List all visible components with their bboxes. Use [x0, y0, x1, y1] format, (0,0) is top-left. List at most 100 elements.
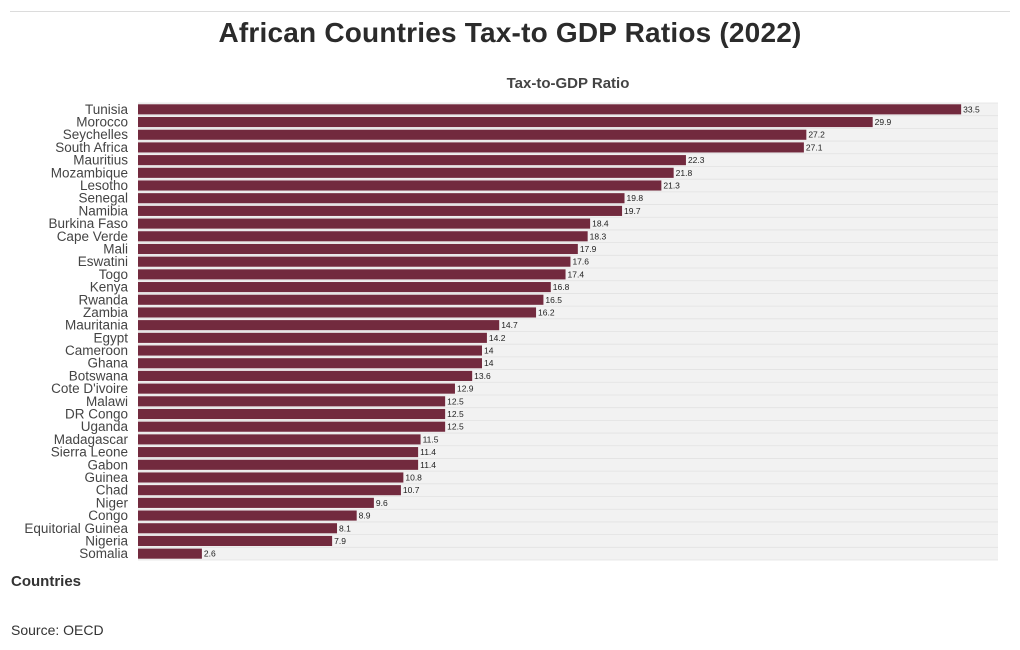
- data-label: 14.2: [489, 333, 506, 343]
- top-divider: [10, 11, 1010, 12]
- data-label: 27.2: [808, 130, 825, 140]
- category-tick-label: Congo: [88, 508, 128, 523]
- bar: [138, 269, 566, 280]
- category-tick-label: Cape Verde: [57, 229, 128, 244]
- bar: [138, 383, 455, 394]
- category-tick-label: Morocco: [76, 115, 128, 130]
- bar: [138, 447, 419, 458]
- bar: [138, 193, 625, 204]
- data-label: 14: [484, 358, 494, 368]
- category-tick-label: Togo: [99, 267, 128, 282]
- category-tick-label: Uganda: [81, 419, 129, 434]
- data-label: 10.8: [405, 472, 422, 482]
- category-tick-label: Equitorial Guinea: [24, 521, 128, 536]
- data-label: 22.3: [688, 155, 705, 165]
- bar: [138, 205, 623, 216]
- data-label: 19.8: [627, 193, 644, 203]
- category-tick-label: Kenya: [90, 280, 129, 295]
- data-label: 10.7: [403, 485, 420, 495]
- bar: [138, 129, 807, 140]
- data-label: 16.2: [538, 307, 555, 317]
- data-label: 12.9: [457, 384, 474, 394]
- category-tick-label: Mali: [103, 241, 128, 256]
- data-label: 17.4: [568, 269, 585, 279]
- category-tick-label: Malawi: [86, 394, 128, 409]
- category-tick-label: Namibia: [78, 203, 128, 218]
- category-tick-label: Niger: [96, 495, 129, 510]
- bar: [138, 535, 333, 547]
- category-tick-label: Nigeria: [85, 533, 128, 548]
- data-label: 19.7: [624, 206, 641, 216]
- data-label: 33.5: [963, 104, 980, 114]
- data-label: 11.4: [420, 447, 436, 457]
- data-label: 17.9: [580, 244, 597, 254]
- data-label: 12.5: [447, 409, 464, 419]
- bar: [138, 104, 962, 115]
- bar: [138, 320, 500, 331]
- bar: [138, 116, 873, 128]
- bar: [138, 332, 487, 343]
- bar: [138, 497, 374, 508]
- category-tick-label: Ghana: [87, 356, 128, 371]
- data-label: 14.7: [501, 320, 518, 330]
- category-tick-label: Cote D'ivoire: [51, 381, 128, 396]
- bar: [138, 167, 674, 178]
- bar: [138, 434, 421, 445]
- data-label: 8.1: [339, 523, 351, 533]
- data-label: 29.9: [875, 117, 892, 127]
- bar: [138, 421, 446, 432]
- bar: [138, 523, 338, 534]
- source-note: Source: OECD: [11, 622, 104, 638]
- bar: [138, 256, 571, 267]
- bar: [138, 282, 551, 293]
- category-tick-label: Seychelles: [63, 127, 129, 142]
- category-tick-label: South Africa: [55, 140, 128, 155]
- data-label: 11.5: [423, 434, 439, 444]
- category-tick-label: Cameroon: [65, 343, 128, 358]
- bar: [138, 294, 544, 305]
- data-label: 21.3: [663, 181, 680, 191]
- data-label: 13.6: [474, 371, 491, 381]
- bar: [138, 510, 357, 521]
- category-tick-label: Botswana: [69, 368, 129, 383]
- category-tick-label: Rwanda: [78, 292, 128, 307]
- bar: [138, 345, 482, 356]
- data-label: 16.5: [545, 295, 562, 305]
- category-tick-label: Somalia: [79, 546, 128, 561]
- bar: [138, 485, 401, 496]
- bar: [138, 472, 404, 483]
- bar: [138, 396, 446, 407]
- category-tick-label: Burkina Faso: [48, 216, 128, 231]
- category-tick-label: DR Congo: [65, 407, 128, 422]
- category-tick-label: Lesotho: [80, 178, 128, 193]
- bar: [138, 218, 591, 229]
- bar: [138, 358, 482, 369]
- data-label: 9.6: [376, 498, 388, 508]
- data-label: 18.3: [590, 231, 607, 241]
- category-tick-label: Guinea: [84, 470, 128, 485]
- category-tick-label: Egypt: [93, 330, 128, 345]
- category-tick-label: Gabon: [87, 457, 128, 472]
- bar: [138, 155, 686, 166]
- data-label: 12.5: [447, 422, 464, 432]
- data-label: 17.6: [572, 257, 589, 267]
- category-tick-label: Sierra Leone: [51, 445, 128, 460]
- data-label: 14: [484, 346, 494, 356]
- category-tick-label: Chad: [96, 483, 128, 498]
- data-label: 12.5: [447, 396, 464, 406]
- category-tick-label: Mauritania: [65, 318, 129, 333]
- category-tick-label: Eswatini: [78, 254, 128, 269]
- bar: [138, 459, 419, 470]
- y-axis-title: Countries: [11, 573, 82, 590]
- category-tick-label: Mozambique: [51, 165, 128, 180]
- bar: [138, 307, 537, 318]
- data-label: 18.4: [592, 219, 609, 229]
- data-label: 16.8: [553, 282, 570, 292]
- category-tick-label: Tunisia: [85, 102, 129, 117]
- category-tick-label: Zambia: [83, 305, 129, 320]
- bar: [138, 231, 588, 242]
- data-label: 21.8: [676, 168, 693, 178]
- bar: [138, 370, 473, 381]
- data-label: 2.6: [204, 549, 216, 559]
